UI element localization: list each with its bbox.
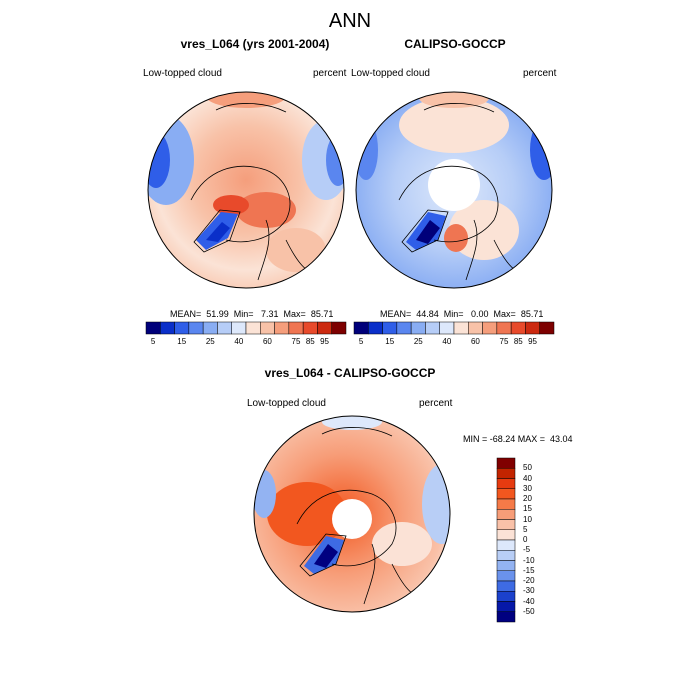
left-polar-map <box>146 90 346 290</box>
left-panel-title: vres_L064 (yrs 2001-2004) <box>140 37 370 51</box>
right-panel-title: CALIPSO-GOCCP <box>355 37 555 51</box>
right-colorbar-box <box>368 322 382 334</box>
right-colorbar-box <box>497 322 511 334</box>
right-colorbar-box <box>354 322 368 334</box>
diff-colorbar-tick-label: 20 <box>523 494 532 503</box>
diff-colorbar-tick-label: -5 <box>523 545 530 554</box>
right-colorbar-box <box>483 322 497 334</box>
right-colorbar-tick-label: 15 <box>385 337 394 346</box>
diff-minmax: MIN = -68.24 MAX = 43.04 <box>463 434 573 444</box>
left-colorbar-box <box>317 322 331 334</box>
right-colorbar-tick-label: 95 <box>528 337 537 346</box>
diff-colorbar <box>497 458 515 622</box>
diff-colorbar-ticks: 50 40 30 20 15 10 5 0 -5 -10 -15 -20 -30 -40 -50 <box>519 458 549 622</box>
left-stats: MEAN= 51.99 Min= 7.31 Max= 85.71 <box>170 309 333 319</box>
diff-colorbar-box <box>497 499 515 509</box>
left-colorbar-box <box>146 322 160 334</box>
left-colorbar-tick-label: 5 <box>151 337 155 346</box>
left-colorbar-box <box>303 322 317 334</box>
diff-colorbar-tick-label: -50 <box>523 607 535 616</box>
right-colorbar-tick-label: 25 <box>414 337 423 346</box>
left-colorbar-box <box>260 322 274 334</box>
left-colorbar-ticks: 5 15 25 40 60 75 85 95 <box>146 337 346 347</box>
diff-colorbar-tick-label: 15 <box>523 504 532 513</box>
left-colorbar-tick-label: 25 <box>206 337 215 346</box>
right-units-label: percent <box>523 68 556 79</box>
diff-colorbar-box <box>497 509 515 519</box>
right-colorbar-tick-label: 40 <box>442 337 451 346</box>
diff-colorbar-box <box>497 581 515 591</box>
diff-variable-label: Low-topped cloud <box>247 398 326 409</box>
left-colorbar-box <box>203 322 217 334</box>
right-variable-label: Low-topped cloud <box>351 68 430 79</box>
diff-colorbar-box <box>497 458 515 468</box>
right-colorbar <box>354 322 554 334</box>
figure-title: ANN <box>0 10 700 33</box>
diff-colorbar-tick-label: 5 <box>523 525 527 534</box>
diff-colorbar-tick-label: -10 <box>523 556 535 565</box>
right-colorbar-box <box>397 322 411 334</box>
right-colorbar-box <box>425 322 439 334</box>
diff-colorbar-box <box>497 520 515 530</box>
left-colorbar-box <box>289 322 303 334</box>
diff-panel-title: vres_L064 - CALIPSO-GOCCP <box>230 366 470 380</box>
right-colorbar-tick-label: 75 <box>500 337 509 346</box>
right-colorbar-box <box>411 322 425 334</box>
diff-units-label: percent <box>419 398 452 409</box>
right-colorbar-box <box>440 322 454 334</box>
right-polar-map <box>354 90 554 290</box>
right-colorbar-box <box>525 322 539 334</box>
left-variable-label: Low-topped cloud <box>143 68 222 79</box>
diff-colorbar-box <box>497 540 515 550</box>
diff-colorbar-tick-label: -20 <box>523 576 535 585</box>
left-colorbar-tick-label: 75 <box>292 337 301 346</box>
right-colorbar-box <box>454 322 468 334</box>
diff-colorbar-box <box>497 571 515 581</box>
diff-colorbar-tick-label: -30 <box>523 586 535 595</box>
left-colorbar-tick-label: 85 <box>306 337 315 346</box>
diff-colorbar-tick-label: 10 <box>523 515 532 524</box>
diff-colorbar-tick-label: -40 <box>523 597 535 606</box>
diff-colorbar-box <box>497 561 515 571</box>
diff-colorbar-box <box>497 479 515 489</box>
left-colorbar-tick-label: 95 <box>320 337 329 346</box>
diff-colorbar-box <box>497 489 515 499</box>
diff-colorbar-box <box>497 612 515 622</box>
left-colorbar-box <box>232 322 246 334</box>
right-colorbar-tick-label: 60 <box>471 337 480 346</box>
left-colorbar-tick-label: 15 <box>177 337 186 346</box>
left-colorbar <box>146 322 346 334</box>
left-colorbar-box <box>332 322 346 334</box>
diff-colorbar-tick-label: 30 <box>523 484 532 493</box>
right-colorbar-tick-label: 5 <box>359 337 363 346</box>
left-colorbar-tick-label: 40 <box>234 337 243 346</box>
right-colorbar-box <box>383 322 397 334</box>
diff-colorbar-tick-label: 40 <box>523 474 532 483</box>
diff-colorbar-tick-label: 0 <box>523 535 527 544</box>
diff-colorbar-box <box>497 468 515 478</box>
left-colorbar-box <box>217 322 231 334</box>
diff-colorbar-box <box>497 530 515 540</box>
diff-polar-map <box>252 414 452 614</box>
right-colorbar-ticks: 5 15 25 40 60 75 85 95 <box>354 337 554 347</box>
diff-colorbar-box <box>497 591 515 601</box>
left-colorbar-box <box>175 322 189 334</box>
right-colorbar-box <box>468 322 482 334</box>
left-colorbar-box <box>275 322 289 334</box>
diff-colorbar-box <box>497 550 515 560</box>
left-colorbar-tick-label: 60 <box>263 337 272 346</box>
left-colorbar-box <box>160 322 174 334</box>
diff-colorbar-tick-label: -15 <box>523 566 535 575</box>
right-stats: MEAN= 44.84 Min= 0.00 Max= 85.71 <box>380 309 543 319</box>
diff-colorbar-tick-label: 50 <box>523 463 532 472</box>
right-colorbar-tick-label: 85 <box>514 337 523 346</box>
right-colorbar-box <box>540 322 554 334</box>
diff-colorbar-box <box>497 602 515 612</box>
left-colorbar-box <box>189 322 203 334</box>
left-colorbar-box <box>246 322 260 334</box>
right-colorbar-box <box>511 322 525 334</box>
left-units-label: percent <box>313 68 346 79</box>
